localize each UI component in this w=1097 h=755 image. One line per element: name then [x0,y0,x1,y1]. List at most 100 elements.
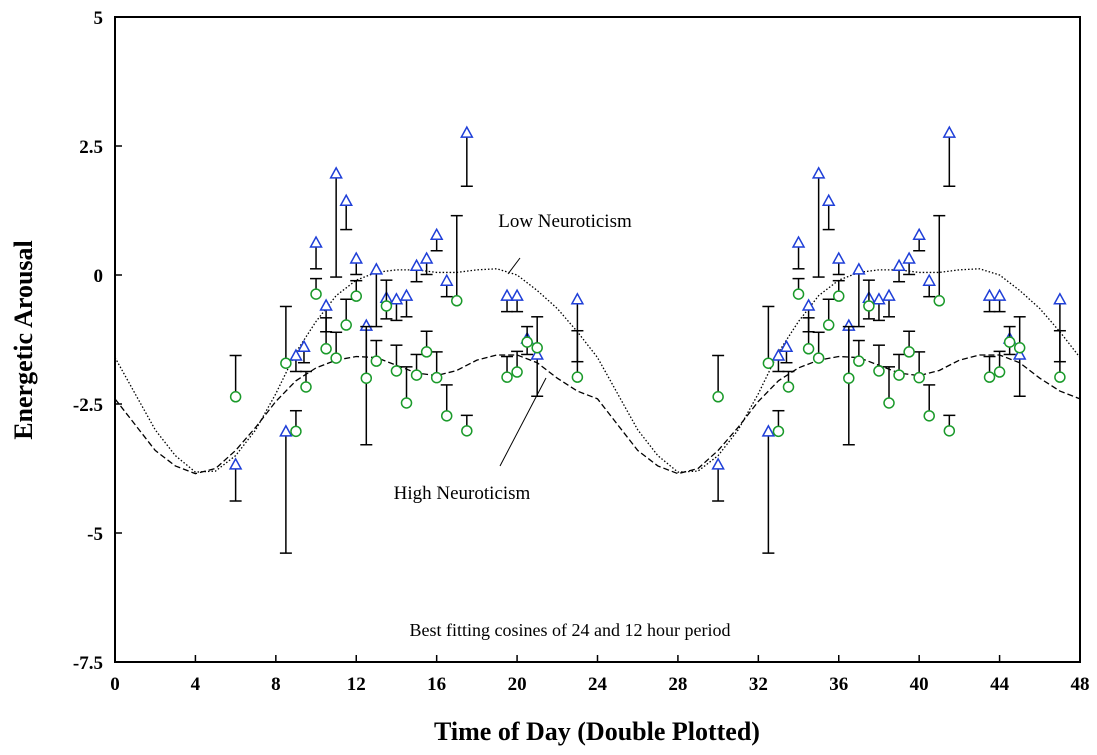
x-tick-label: 12 [347,674,366,695]
data-point [389,292,404,305]
data-point [771,348,786,361]
data-point [340,319,352,331]
data-point [761,424,776,437]
data-point [420,346,433,358]
data-point [280,357,292,369]
data-point [843,372,855,384]
data-point [297,339,311,352]
data-point [229,391,242,403]
data-point [501,371,513,383]
data-point [922,273,936,286]
y-tick-label: 0 [94,266,104,287]
data-point [228,457,243,470]
data-point [440,410,453,422]
data-point [390,365,403,377]
data-point [279,424,293,437]
data-point [510,288,524,301]
data-point [500,288,514,301]
data-point [1054,371,1066,383]
data-point [1003,336,1016,348]
data-point [370,355,383,367]
data-point [992,288,1007,301]
data-point [863,300,875,312]
data-point [1013,342,1026,354]
data-point [873,365,885,377]
data-point [802,343,815,355]
data-point [903,346,915,358]
x-tick-label: 24 [588,674,608,695]
data-point [1053,292,1067,305]
data-point [782,381,795,393]
leader-line [499,377,547,467]
y-tick-label: -2.5 [73,395,103,416]
data-point [923,410,935,422]
data-point [451,295,463,307]
y-axis-title: Energetic Arousal [9,240,38,440]
data-point [772,425,785,438]
data-point [531,342,543,354]
data-point [511,366,523,378]
data-point [912,227,926,241]
x-tick-label: 8 [271,674,281,695]
x-tick-label: 32 [749,674,768,695]
data-point [339,193,353,206]
data-point [461,425,473,437]
data-point [942,125,957,138]
data-point [330,352,342,364]
data-point [943,425,956,437]
y-tick-label: 2.5 [79,137,103,158]
data-point [430,371,443,384]
x-tick-label: 40 [910,674,929,695]
data-point [319,298,333,311]
data-point [883,397,895,409]
data-point [993,366,1006,378]
data-point [329,166,343,179]
data-point [872,292,886,305]
data-point [983,371,996,383]
data-point [822,319,835,331]
data-point [821,193,836,206]
x-tick-label: 4 [191,674,201,695]
x-tick-label: 48 [1071,674,1090,695]
data-point [399,288,414,301]
data-point [350,290,362,302]
data-point [1012,347,1027,360]
y-tick-label: -5 [87,524,103,545]
data-point [309,235,323,248]
y-tick-label: 5 [94,8,104,29]
data-point [300,381,312,393]
data-point [882,288,896,301]
data-point [409,258,424,271]
data-point [712,391,724,403]
y-tick-label: -7.5 [73,653,103,674]
curve-label: Low Neuroticism [498,211,632,232]
data-point [460,125,474,138]
curve-label: High Neuroticism [394,483,531,504]
data-point [792,288,805,300]
data-point [289,348,303,361]
data-point [812,352,825,364]
data-point [400,397,413,409]
data-point [933,295,946,307]
data-point [570,292,585,305]
data-point [831,251,846,264]
data-point [410,369,423,381]
data-point [852,262,866,275]
data-point [360,372,373,384]
x-axis-title: Time of Day (Double Plotted) [434,717,760,746]
data-point [762,357,775,369]
data-point [902,251,916,264]
annotation: Best fitting cosines of 24 and 12 hour p… [410,620,731,640]
data-point [429,227,444,241]
data-point [982,288,997,301]
x-tick-label: 0 [110,674,120,695]
x-tick-label: 28 [668,674,687,695]
data-point [530,347,544,360]
data-point [801,298,816,311]
x-tick-label: 44 [990,674,1010,695]
data-point [320,343,332,355]
x-tick-label: 20 [508,674,527,695]
data-point [892,258,906,271]
data-point [571,371,584,383]
